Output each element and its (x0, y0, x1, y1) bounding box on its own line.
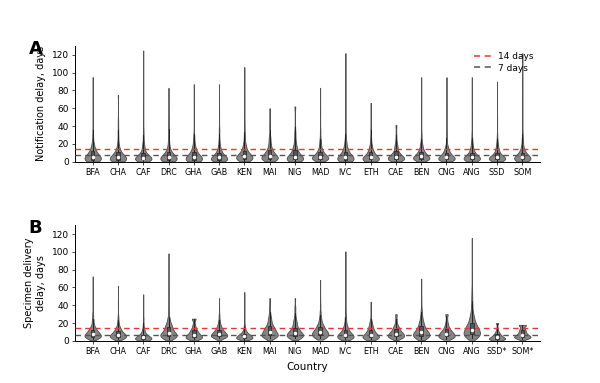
Bar (142, 334, 145, 339)
Bar (217, 153, 221, 160)
Bar (142, 153, 145, 159)
Bar (167, 328, 170, 336)
Bar (394, 330, 398, 337)
Y-axis label: Notification delay, days: Notification delay, days (36, 46, 46, 161)
X-axis label: Country: Country (287, 362, 328, 372)
Bar (344, 330, 347, 337)
Bar (242, 334, 246, 338)
Bar (242, 151, 246, 159)
Bar (495, 335, 499, 339)
Bar (344, 152, 347, 159)
Bar (293, 327, 296, 336)
Bar (268, 150, 271, 159)
Bar (167, 152, 170, 159)
Bar (394, 151, 398, 159)
Bar (293, 150, 296, 159)
Bar (369, 330, 373, 337)
Legend: 14 days, 7 days: 14 days, 7 days (472, 51, 535, 74)
Bar (445, 329, 448, 337)
Text: A: A (29, 40, 43, 58)
Bar (268, 326, 271, 336)
Text: B: B (29, 219, 42, 237)
Bar (470, 324, 473, 334)
Bar (521, 330, 524, 337)
Bar (369, 153, 373, 160)
Bar (116, 152, 120, 159)
Bar (319, 328, 322, 336)
Bar (419, 327, 423, 336)
Bar (116, 331, 120, 337)
Bar (470, 153, 473, 159)
Bar (319, 153, 322, 159)
Bar (192, 153, 196, 159)
Bar (419, 152, 423, 159)
Y-axis label: Specimen delivery
delay, days: Specimen delivery delay, days (25, 238, 46, 328)
Bar (495, 153, 499, 159)
Bar (521, 153, 524, 159)
Bar (91, 151, 94, 160)
Bar (91, 330, 94, 337)
Bar (445, 153, 448, 159)
Bar (192, 329, 196, 337)
Bar (217, 330, 221, 337)
